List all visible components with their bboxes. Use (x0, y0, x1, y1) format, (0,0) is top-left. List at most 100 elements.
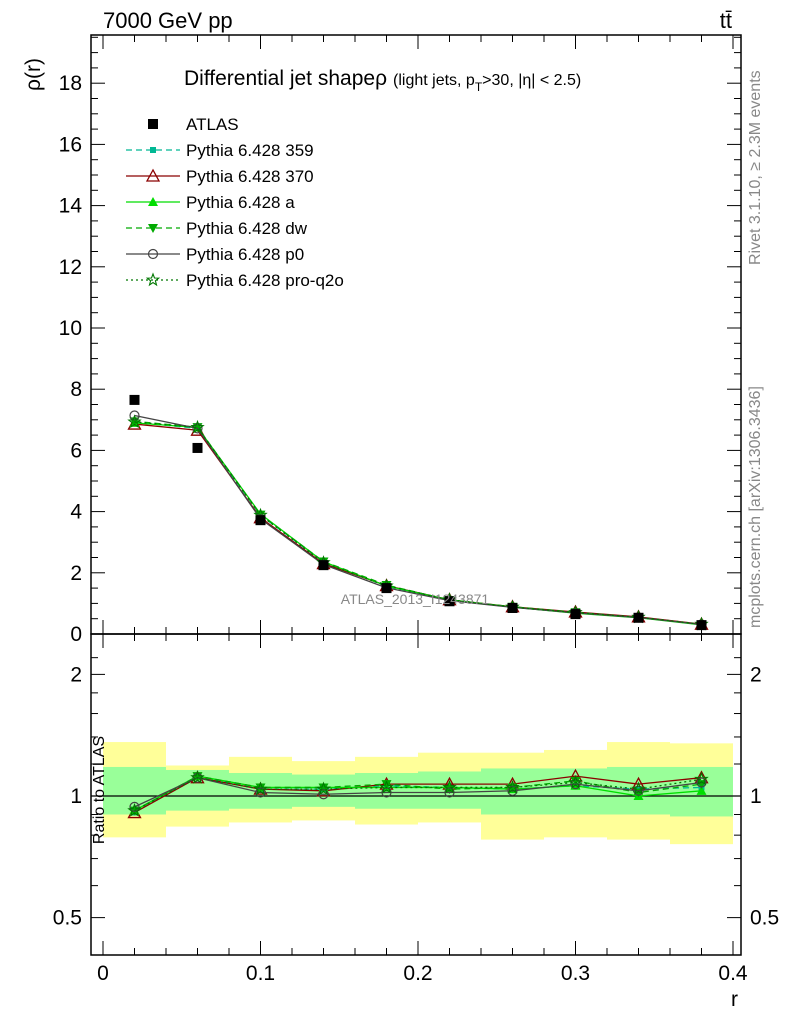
y-tick-label: 16 (59, 133, 82, 156)
marker-triangle-open (145, 168, 161, 182)
ratio-pythia-6-428-p0 (129, 772, 707, 812)
marker-circle (192, 423, 203, 434)
title-sub-b: >30, |η| < 2.5) (482, 72, 581, 89)
legend-label: Pythia 6.428 359 (186, 141, 314, 160)
x-tick-label: 0 (97, 962, 109, 985)
upper-panel: 0 2 4 6 8 10 12 14 16 18 (59, 34, 742, 646)
marker-square (150, 147, 156, 153)
legend-label: ATLAS (186, 115, 239, 134)
upper-ylabel: ρ(r) (22, 58, 45, 91)
atlas-point (192, 442, 203, 453)
atlas-point (570, 609, 581, 620)
marker-circle (129, 801, 140, 812)
ratio-line (134, 775, 702, 812)
marker-star (442, 779, 457, 794)
y-tick-label: 2 (70, 562, 82, 585)
y-tick-label-right: 1 (750, 785, 762, 808)
chart-title: Differential jet shapeρ (light jets, pT>3… (184, 67, 581, 94)
legend-label: Pythia 6.428 370 (186, 167, 314, 186)
legend-entry: Pythia 6.428 p0 (126, 245, 304, 264)
legend-entry: Pythia 6.428 359 (126, 141, 314, 160)
x-tick-label: 0.1 (246, 962, 275, 985)
marker-circle (444, 787, 455, 798)
marker-star (127, 803, 142, 817)
marker-triangle (696, 785, 707, 795)
y-tick-label: 6 (70, 439, 82, 462)
y-tick-label-right: 2 (750, 663, 762, 686)
lower-ylabel: Ratio to ATLAS (91, 736, 108, 844)
header-left: 7000 GeV pp (103, 8, 233, 33)
legend-marker (148, 119, 158, 129)
marker-star (253, 781, 268, 796)
ratio-line (134, 777, 702, 808)
series-atlas (129, 394, 707, 631)
marker-triangle-down (318, 783, 329, 793)
marker-star (190, 419, 205, 434)
ratio-line (134, 775, 702, 814)
lower-frame (90, 633, 742, 956)
y-tick-label: 2 (70, 663, 82, 686)
atlas-point (318, 560, 329, 571)
y-tick-label: 14 (59, 195, 83, 218)
lower-panel: 0.5 0.5 1 1 2 2 (53, 633, 779, 956)
atlas-point (381, 583, 392, 594)
rivet-label: Rivet 3.1.10, ≥ 2.3M events (747, 70, 764, 265)
y-tick-label: 18 (59, 72, 82, 95)
legend-entry-atlas: ATLAS (148, 115, 239, 134)
title-sub-T: T (475, 80, 483, 94)
marker-circle (507, 785, 518, 796)
marker-circle (570, 779, 581, 790)
header-right: tt̄ (720, 8, 732, 33)
legend-label: Pythia 6.428 p0 (186, 245, 304, 264)
legend-label: Pythia 6.428 dw (186, 219, 308, 238)
y-tick-label-right: 0.5 (750, 907, 779, 930)
legend-entry: Pythia 6.428 pro-q2o (126, 271, 344, 290)
atlas-point (633, 612, 644, 623)
marker-star (379, 779, 394, 794)
legend-label: Pythia 6.428 pro-q2o (186, 271, 344, 290)
marker-triangle-down (381, 780, 392, 790)
marker-star (694, 771, 709, 786)
title-main: Differential jet shape (184, 67, 375, 90)
marker-star (127, 414, 142, 429)
watermark: ATLAS_2013_I1243871 (341, 591, 490, 607)
y-tick-label: 4 (70, 501, 82, 524)
y-tick-label: 8 (70, 378, 82, 401)
legend: ATLAS Pythia 6.428 359 Pythia 6.428 370 Pyt… (126, 115, 344, 290)
marker-circle (129, 410, 140, 421)
legend-label: Pythia 6.428 a (186, 193, 295, 212)
marker-circle (318, 789, 329, 800)
marker-star (505, 779, 520, 794)
marker-star (568, 774, 583, 789)
xlabel: r (731, 988, 738, 1011)
y-tick-label: 0 (70, 623, 82, 646)
marker-star (145, 272, 161, 287)
series-line (134, 421, 702, 625)
atlas-point (129, 394, 140, 405)
atlas-point (444, 596, 455, 607)
marker-circle (696, 777, 707, 788)
atlas-point (255, 515, 266, 526)
x-tick-label: 0.3 (561, 962, 590, 985)
legend-entry: Pythia 6.428 dw (126, 219, 308, 238)
x-tick-label: 0.2 (403, 962, 432, 985)
legend-entry: Pythia 6.428 a (126, 193, 295, 212)
marker-triangle (148, 197, 158, 206)
atlas-point (696, 620, 707, 631)
y-tick-label: 1 (70, 785, 82, 808)
x-tick-label: 0.4 (718, 962, 748, 985)
y-tick-label: 12 (59, 256, 82, 279)
mcplots-label: mcplots.cern.ch [arXiv:1306.3436] (747, 386, 764, 628)
marker-circle (255, 787, 266, 798)
title-rho: ρ (375, 67, 387, 90)
marker-triangle-down (570, 776, 581, 786)
legend-entry: Pythia 6.428 370 (126, 167, 314, 186)
marker-circle (633, 785, 644, 796)
ratio-pythia-6-428-pro-q2o (127, 770, 709, 817)
marker-circle (147, 248, 159, 260)
title-sub-a: (light jets, p (393, 72, 475, 89)
atlas-point (507, 602, 518, 613)
y-tick-label: 10 (59, 317, 82, 340)
